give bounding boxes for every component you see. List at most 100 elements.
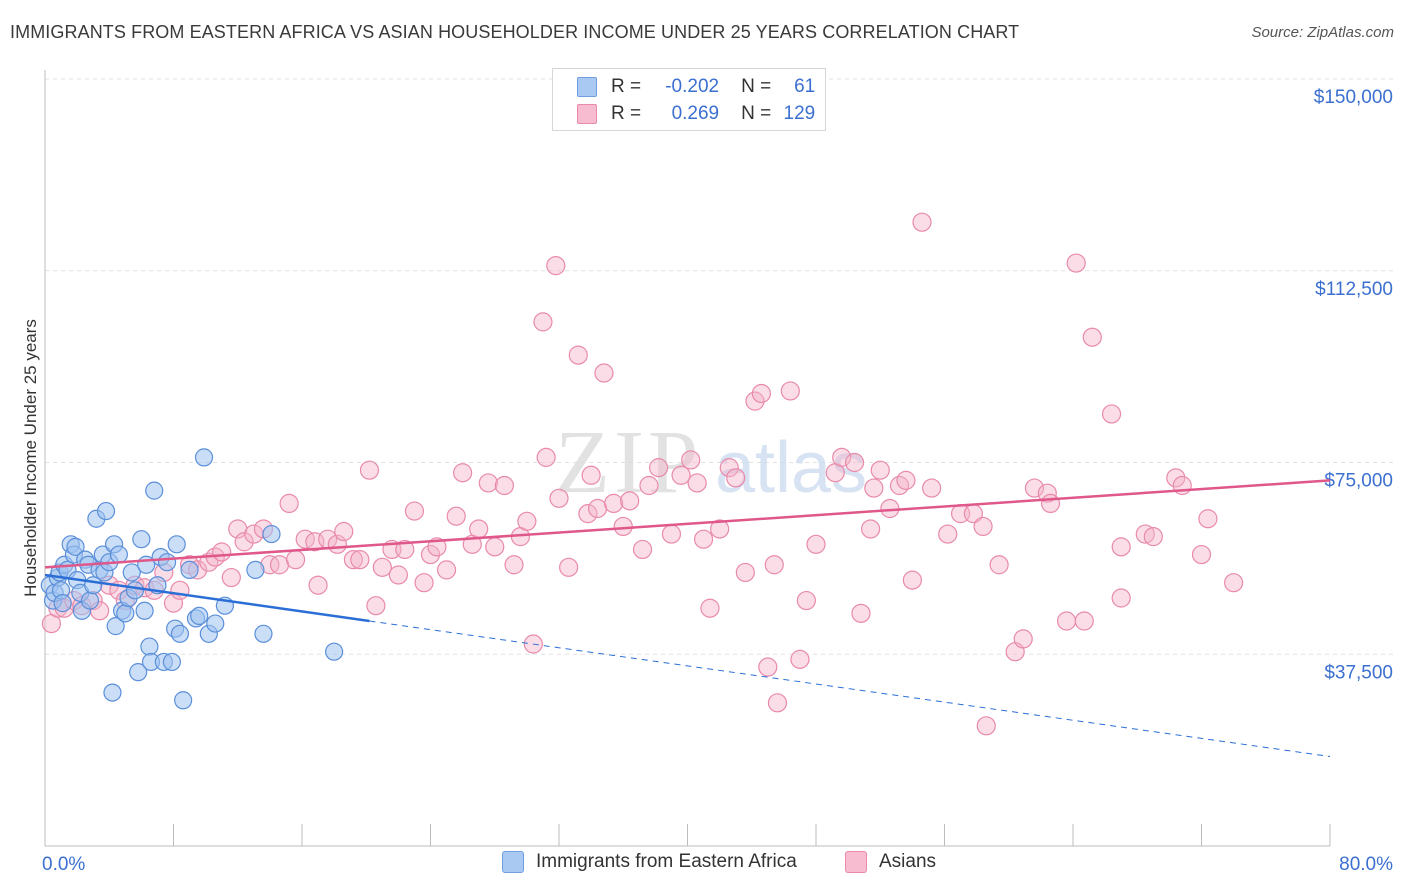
series-name: Immigrants from Eastern Africa <box>536 851 797 872</box>
asians-point <box>536 447 556 467</box>
eastern-africa-point <box>106 617 125 636</box>
asians-point <box>687 473 707 493</box>
eastern-africa-points <box>40 448 344 710</box>
asians-point <box>1082 327 1102 347</box>
asians-point <box>388 565 408 585</box>
asians-point <box>395 539 415 560</box>
asians-point <box>285 550 306 570</box>
asians-point <box>478 473 498 493</box>
eastern-africa-point <box>194 448 214 467</box>
legend-n-value: 61 <box>794 76 816 97</box>
asians-point <box>745 391 765 411</box>
asians-point <box>1040 493 1061 514</box>
asians-point <box>453 463 473 483</box>
asians-point <box>726 468 746 488</box>
eastern-africa-point <box>122 563 141 582</box>
chart-title: IMMIGRANTS FROM EASTERN AFRICA VS ASIAN … <box>10 22 1020 42</box>
eastern-africa-point <box>80 591 100 610</box>
asians-point <box>790 649 810 669</box>
asians-point <box>806 534 826 554</box>
asians-point <box>469 519 489 539</box>
asians-point <box>764 555 784 575</box>
asians-point <box>719 458 739 478</box>
asians-point <box>546 256 566 276</box>
asians-point <box>844 452 865 473</box>
asians-point <box>780 381 800 401</box>
asians-point <box>436 560 457 580</box>
trend-lines <box>44 479 1331 758</box>
asians-point <box>366 596 386 616</box>
series-legend-asians[interactable]: Asians <box>845 851 936 873</box>
asians-point <box>938 524 958 544</box>
asians-point <box>661 524 682 544</box>
asians-point <box>648 458 669 478</box>
asians-point <box>735 562 755 583</box>
eastern-africa-point <box>180 560 199 579</box>
asians-point <box>1056 611 1077 631</box>
asians-point <box>796 590 816 611</box>
asians-point <box>989 555 1009 575</box>
y-tick-label: $75,000 <box>1324 471 1393 492</box>
asians-point <box>896 470 916 490</box>
watermark-zip: ZIP <box>555 413 702 512</box>
asians-point <box>581 465 601 485</box>
asians-point <box>767 693 788 713</box>
asians-point <box>221 567 241 588</box>
asians-point <box>485 537 505 557</box>
eastern-africa-point <box>262 524 281 544</box>
asians-point <box>693 529 714 549</box>
asians-point <box>632 539 653 560</box>
legend-swatch-pink <box>577 104 597 124</box>
asians-point <box>1224 573 1244 593</box>
asians-point <box>613 516 633 537</box>
y-tick-label: $37,500 <box>1324 662 1393 683</box>
asians-points <box>41 212 1244 736</box>
asians-point <box>1111 537 1131 557</box>
series-swatch-blue <box>502 851 524 873</box>
legend-r-label: R = <box>611 103 642 124</box>
asians-point <box>359 460 380 480</box>
asians-point <box>710 519 730 539</box>
asians-point <box>212 542 232 562</box>
asians-point <box>234 532 254 552</box>
asians-point <box>864 478 884 498</box>
eastern-africa-point <box>162 652 181 672</box>
legend-r-value: 0.269 <box>671 103 720 124</box>
asians-point <box>350 550 370 570</box>
eastern-africa-point <box>325 642 344 661</box>
asians-point <box>568 345 588 365</box>
eastern-africa-point <box>190 606 209 626</box>
eastern-africa-point <box>174 691 193 710</box>
legend-row-asians: R = 0.269 N = 129 <box>577 102 815 126</box>
eastern-africa-point <box>137 555 156 574</box>
asians-point <box>700 598 720 618</box>
eastern-africa-point <box>109 545 128 564</box>
watermark: ZIP atlas <box>555 413 867 512</box>
legend-n-value: 129 <box>783 103 816 124</box>
y-tick-labels: $37,500 $75,000 $112,500 $150,000 <box>1314 87 1393 683</box>
eastern-africa-point <box>125 581 145 600</box>
asians-point <box>504 555 524 575</box>
asians-point <box>976 716 996 736</box>
y-tick-label: $150,000 <box>1314 87 1393 108</box>
asians-point <box>681 450 701 470</box>
eastern-africa-point <box>132 530 151 549</box>
asians-point <box>343 550 363 570</box>
asians-point <box>279 493 299 514</box>
asians-point <box>861 519 881 539</box>
asians-point <box>1013 629 1033 649</box>
asians-point <box>587 498 608 519</box>
eastern-africa-trend-line <box>44 573 370 623</box>
asians-point <box>269 555 290 575</box>
asians-point <box>1143 527 1163 547</box>
eastern-africa-point <box>129 663 148 682</box>
asians-point <box>559 557 579 577</box>
series-legend-eastern-africa[interactable]: Immigrants from Eastern Africa <box>502 851 797 873</box>
asians-point <box>973 516 993 537</box>
eastern-africa-point <box>96 501 116 521</box>
asians-point <box>902 570 922 590</box>
series-legend: Immigrants from Eastern Africa Asians <box>0 851 1406 877</box>
asians-point <box>870 460 890 480</box>
asians-point <box>372 557 392 577</box>
asians-point <box>517 511 537 531</box>
